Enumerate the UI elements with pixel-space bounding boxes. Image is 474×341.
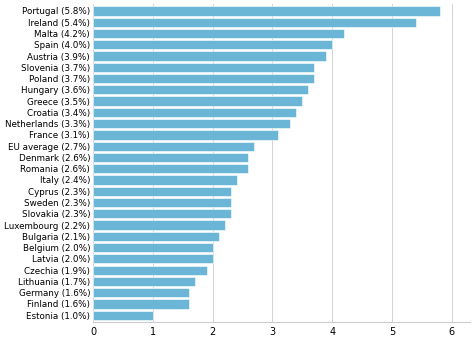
Bar — [93, 232, 219, 241]
Bar — [93, 85, 308, 94]
Bar — [93, 254, 213, 264]
Bar — [93, 288, 189, 297]
Bar — [93, 175, 237, 184]
Bar — [93, 209, 230, 218]
Bar — [93, 164, 248, 173]
Bar — [93, 153, 248, 162]
Bar — [93, 130, 278, 139]
Bar — [93, 18, 416, 27]
Bar — [93, 299, 189, 309]
Bar — [93, 108, 296, 117]
Bar — [93, 63, 314, 72]
Bar — [93, 142, 255, 151]
Bar — [93, 266, 207, 275]
Bar — [93, 311, 153, 320]
Bar — [93, 198, 230, 207]
Bar — [93, 277, 195, 286]
Bar — [93, 51, 326, 61]
Bar — [93, 74, 314, 83]
Bar — [93, 6, 440, 16]
Bar — [93, 187, 230, 196]
Bar — [93, 29, 344, 38]
Bar — [93, 119, 291, 128]
Bar — [93, 97, 302, 106]
Bar — [93, 243, 213, 252]
Bar — [93, 40, 332, 49]
Bar — [93, 220, 225, 230]
